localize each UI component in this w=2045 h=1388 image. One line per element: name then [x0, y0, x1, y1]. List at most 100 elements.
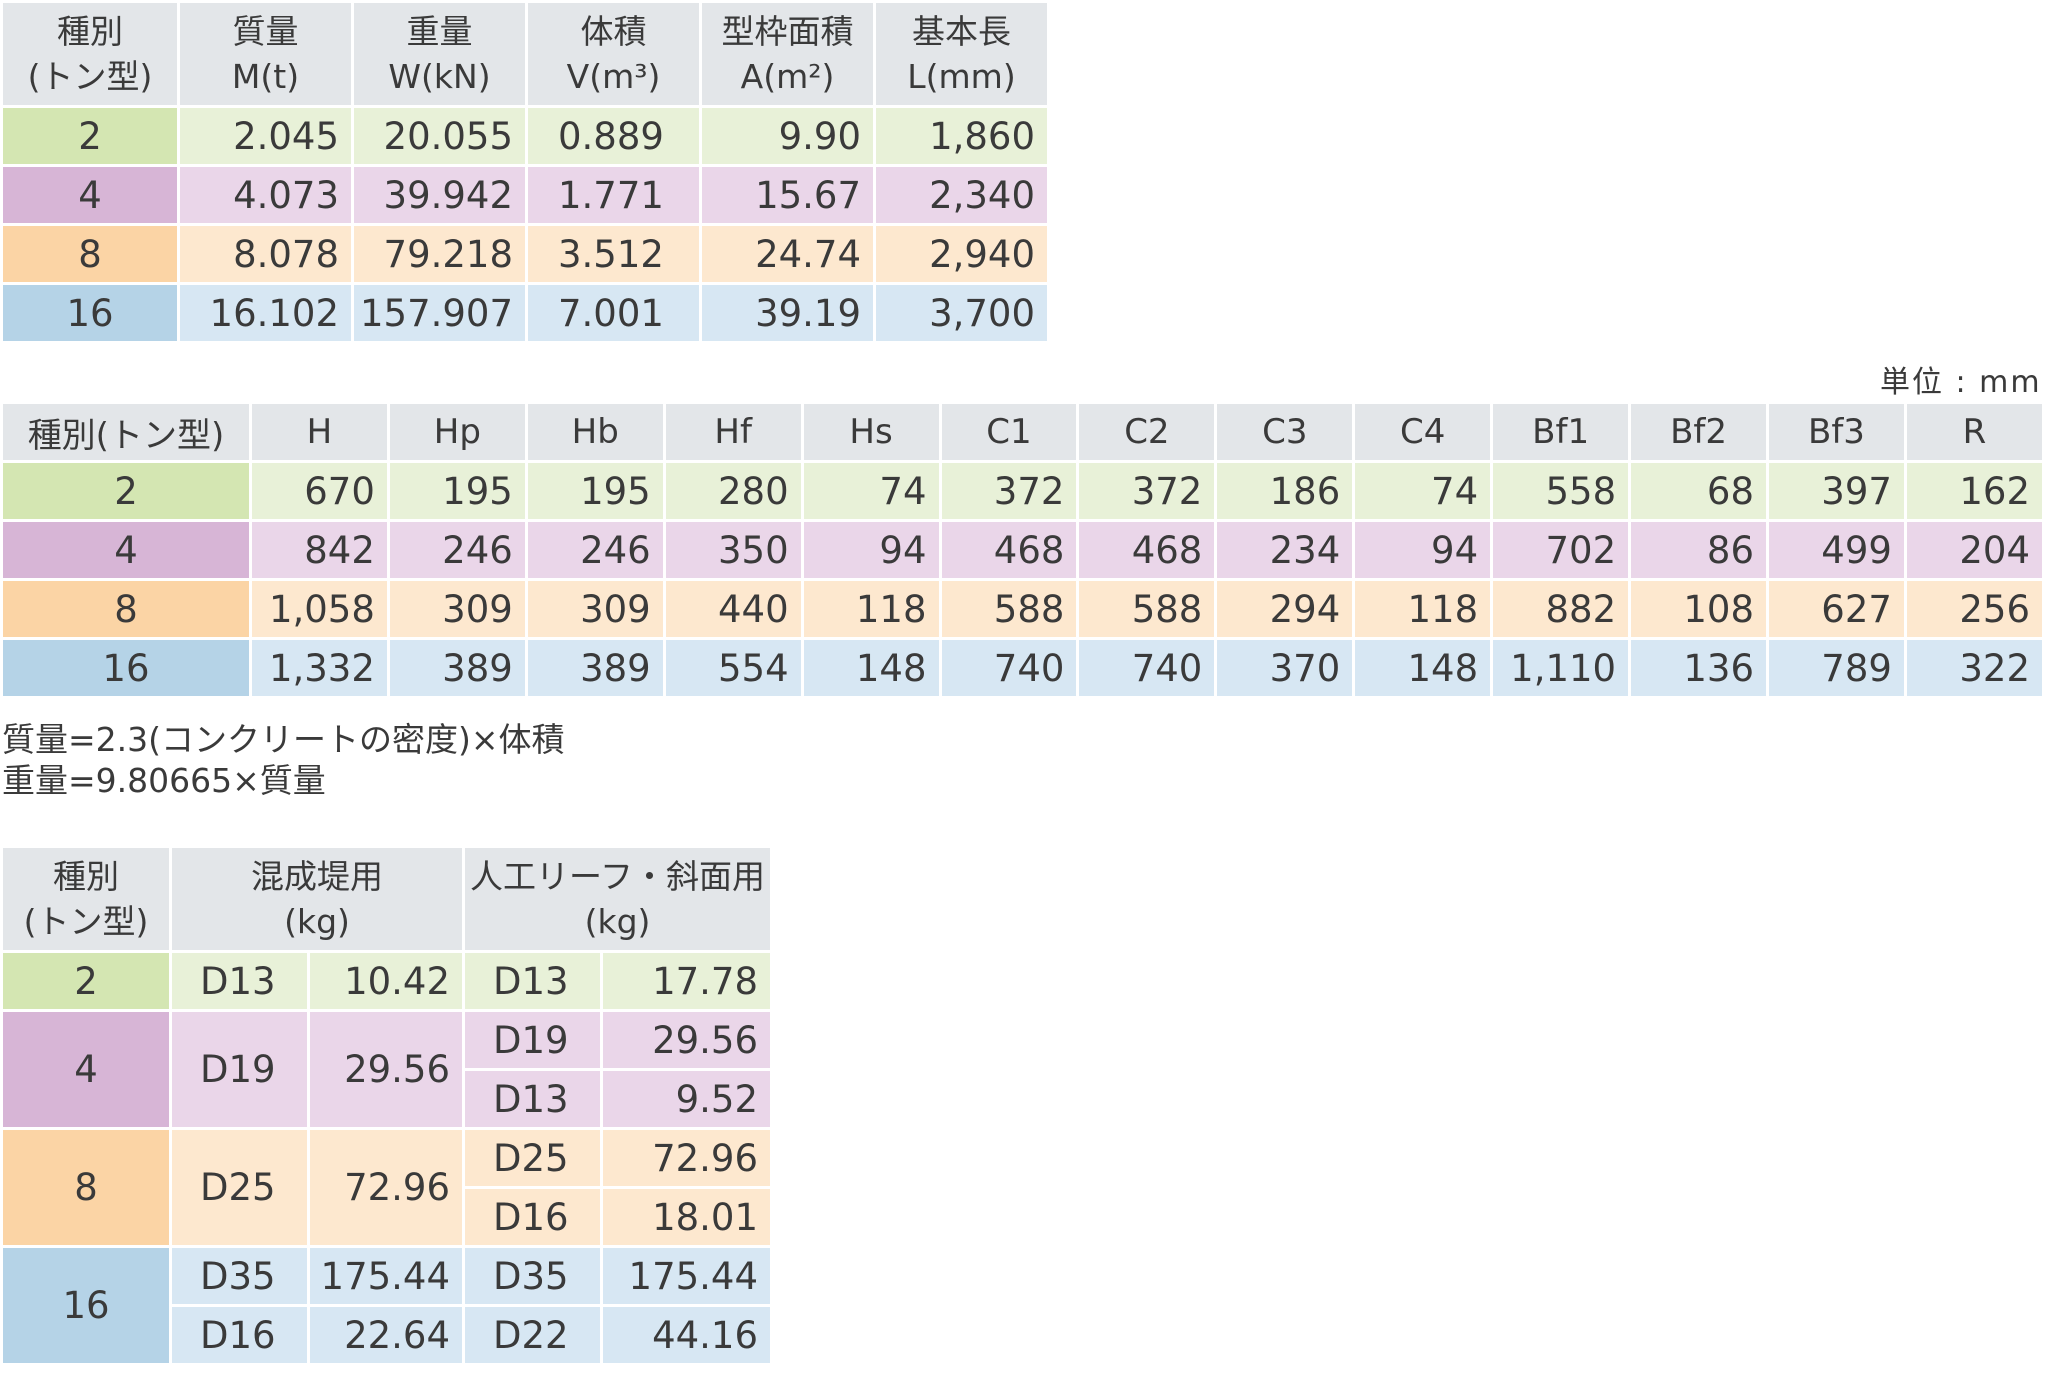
table-row: 2 670 195 195 280 74 372 372 186 74 558 … — [3, 463, 2042, 519]
value-cell: 148 — [803, 640, 939, 696]
value-cell: 627 — [1769, 581, 1904, 637]
mass-cell: 16.102 — [180, 285, 351, 341]
bar-size-cell: D22 — [465, 1307, 600, 1363]
weight-cell: 39.942 — [354, 167, 525, 223]
bar-size-cell: D16 — [172, 1307, 307, 1363]
header-hb: Hb — [527, 404, 663, 460]
header-c1: C1 — [941, 404, 1077, 460]
kg-cell: 29.56 — [310, 1012, 462, 1127]
bar-size-cell: D13 — [465, 953, 600, 1009]
type-cell: 4 — [3, 167, 177, 223]
value-cell: 440 — [665, 581, 801, 637]
value-cell: 372 — [941, 463, 1077, 519]
length-cell: 1,860 — [876, 108, 1047, 164]
weight-cell: 157.907 — [354, 285, 525, 341]
area-cell: 15.67 — [702, 167, 873, 223]
value-cell: 94 — [1355, 522, 1491, 578]
mass-cell: 8.078 — [180, 226, 351, 282]
bar-size-cell: D35 — [465, 1248, 600, 1304]
value-cell: 397 — [1769, 463, 1904, 519]
table-row: 2 2.045 20.055 0.889 9.90 1,860 — [3, 108, 1047, 164]
value-cell: 94 — [803, 522, 939, 578]
table-header-row: 種別(トン型) H Hp Hb Hf Hs C1 C2 C3 C4 Bf1 Bf… — [3, 404, 2042, 460]
value-cell: 1,332 — [251, 640, 387, 696]
volume-cell: 7.001 — [528, 285, 699, 341]
value-cell: 280 — [665, 463, 801, 519]
dimension-table: 種別(トン型) H Hp Hb Hf Hs C1 C2 C3 C4 Bf1 Bf… — [0, 401, 2045, 699]
value-cell: 740 — [941, 640, 1077, 696]
mass-weight-table: 種別 (トン型) 質量 M(t) 重量 W(kN) 体積 V(m³) 型枠面積 A(m²)… — [0, 0, 1050, 344]
table-row: 16 16.102 157.907 7.001 39.19 3,700 — [3, 285, 1047, 341]
value-cell: 256 — [1906, 581, 2042, 637]
type-cell: 16 — [3, 1248, 169, 1363]
header-type: 種別(トン型) — [3, 3, 177, 105]
mass-cell: 4.073 — [180, 167, 351, 223]
header-type: 種別(トン型) — [3, 404, 249, 460]
value-cell: 294 — [1217, 581, 1353, 637]
header-mass: 質量 M(t) — [180, 3, 351, 105]
value-cell: 108 — [1631, 581, 1767, 637]
header-hf: Hf — [665, 404, 801, 460]
bar-size-cell: D16 — [465, 1189, 600, 1245]
value-cell: 86 — [1631, 522, 1767, 578]
kg-cell: 22.64 — [310, 1307, 462, 1363]
value-cell: 195 — [527, 463, 663, 519]
table-row: 8 D25 72.96 D25 72.96 — [3, 1130, 770, 1245]
value-cell: 118 — [1355, 581, 1491, 637]
mass-cell: 2.045 — [180, 108, 351, 164]
bar-size-cell: D25 — [465, 1130, 600, 1186]
table-row: 4 842 246 246 350 94 468 468 234 94 702 … — [3, 522, 2042, 578]
value-cell: 499 — [1769, 522, 1904, 578]
kg-cell: 29.56 — [603, 1012, 770, 1068]
header-bf3: Bf3 — [1769, 404, 1904, 460]
value-cell: 350 — [665, 522, 801, 578]
kg-cell: 72.96 — [603, 1130, 770, 1186]
value-cell: 670 — [251, 463, 387, 519]
value-cell: 389 — [527, 640, 663, 696]
kg-cell: 175.44 — [603, 1248, 770, 1304]
value-cell: 789 — [1769, 640, 1904, 696]
type-cell: 8 — [3, 226, 177, 282]
area-cell: 9.90 — [702, 108, 873, 164]
kg-cell: 44.16 — [603, 1307, 770, 1363]
bar-size-cell: D13 — [465, 1071, 600, 1127]
table-row: D16 18.01 — [3, 1189, 770, 1245]
area-cell: 39.19 — [702, 285, 873, 341]
value-cell: 136 — [1631, 640, 1767, 696]
value-cell: 882 — [1493, 581, 1629, 637]
value-cell: 68 — [1631, 463, 1767, 519]
header-form-area: 型枠面積 A(m²) — [702, 3, 873, 105]
header-type: 種別(トン型) — [3, 848, 169, 950]
table-row: 8 1,058 309 309 440 118 588 588 294 118 … — [3, 581, 2042, 637]
value-cell: 74 — [1355, 463, 1491, 519]
value-cell: 246 — [389, 522, 525, 578]
value-cell: 195 — [389, 463, 525, 519]
value-cell: 468 — [1079, 522, 1215, 578]
header-volume: 体積 V(m³) — [528, 3, 699, 105]
value-cell: 204 — [1906, 522, 2042, 578]
header-composite-breakwater: 混成堤用 (kg) — [172, 848, 462, 950]
header-r: R — [1906, 404, 2042, 460]
header-weight: 重量 W(kN) — [354, 3, 525, 105]
unit-label: 単位 : mm — [1880, 365, 2042, 400]
table-header-row: 種別 (トン型) 質量 M(t) 重量 W(kN) 体積 V(m³) 型枠面積 A(m²)… — [3, 3, 1047, 105]
type-cell: 2 — [3, 108, 177, 164]
mass-formula-note: 質量=2.3(コンクリートの密度)×体積 — [2, 720, 565, 759]
kg-cell: 17.78 — [603, 953, 770, 1009]
value-cell: 309 — [527, 581, 663, 637]
table-row: 2 D13 10.42 D13 17.78 — [3, 953, 770, 1009]
value-cell: 702 — [1493, 522, 1629, 578]
table-row: D16 22.64 D22 44.16 — [3, 1307, 770, 1363]
header-c2: C2 — [1079, 404, 1215, 460]
kg-cell: 18.01 — [603, 1189, 770, 1245]
weight-cell: 79.218 — [354, 226, 525, 282]
bar-size-cell: D19 — [172, 1012, 307, 1127]
header-c4: C4 — [1355, 404, 1491, 460]
value-cell: 162 — [1906, 463, 2042, 519]
table-row: 16 1,332 389 389 554 148 740 740 370 148… — [3, 640, 2042, 696]
length-cell: 2,940 — [876, 226, 1047, 282]
value-cell: 370 — [1217, 640, 1353, 696]
type-cell: 16 — [3, 640, 249, 696]
value-cell: 558 — [1493, 463, 1629, 519]
value-cell: 309 — [389, 581, 525, 637]
